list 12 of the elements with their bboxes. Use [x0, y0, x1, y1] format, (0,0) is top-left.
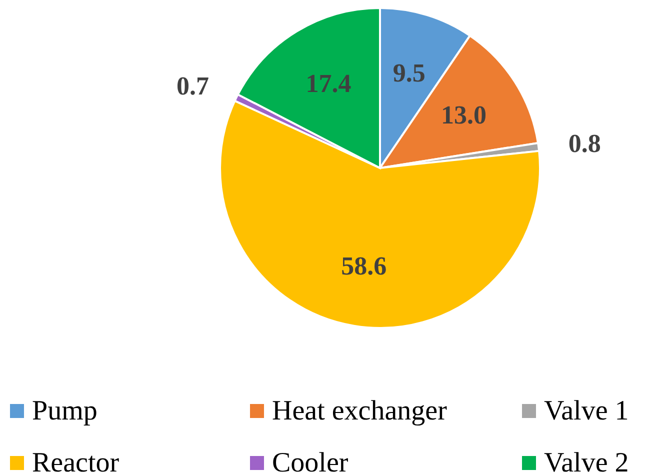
legend-label: Heat exchanger: [272, 396, 448, 426]
data-label: 0.8: [568, 129, 601, 158]
data-label: 9.5: [392, 58, 426, 88]
legend-label: Valve 2: [544, 448, 629, 476]
legend-label: Reactor: [32, 448, 120, 476]
data-label: 13.0: [441, 100, 487, 130]
legend-label: Valve 1: [544, 396, 629, 426]
data-label: 17.4: [306, 68, 352, 98]
data-label: 58.6: [341, 251, 387, 280]
legend-label: Cooler: [272, 448, 349, 476]
legend-label: Pump: [32, 396, 98, 426]
data-label: 0.7: [176, 72, 209, 101]
